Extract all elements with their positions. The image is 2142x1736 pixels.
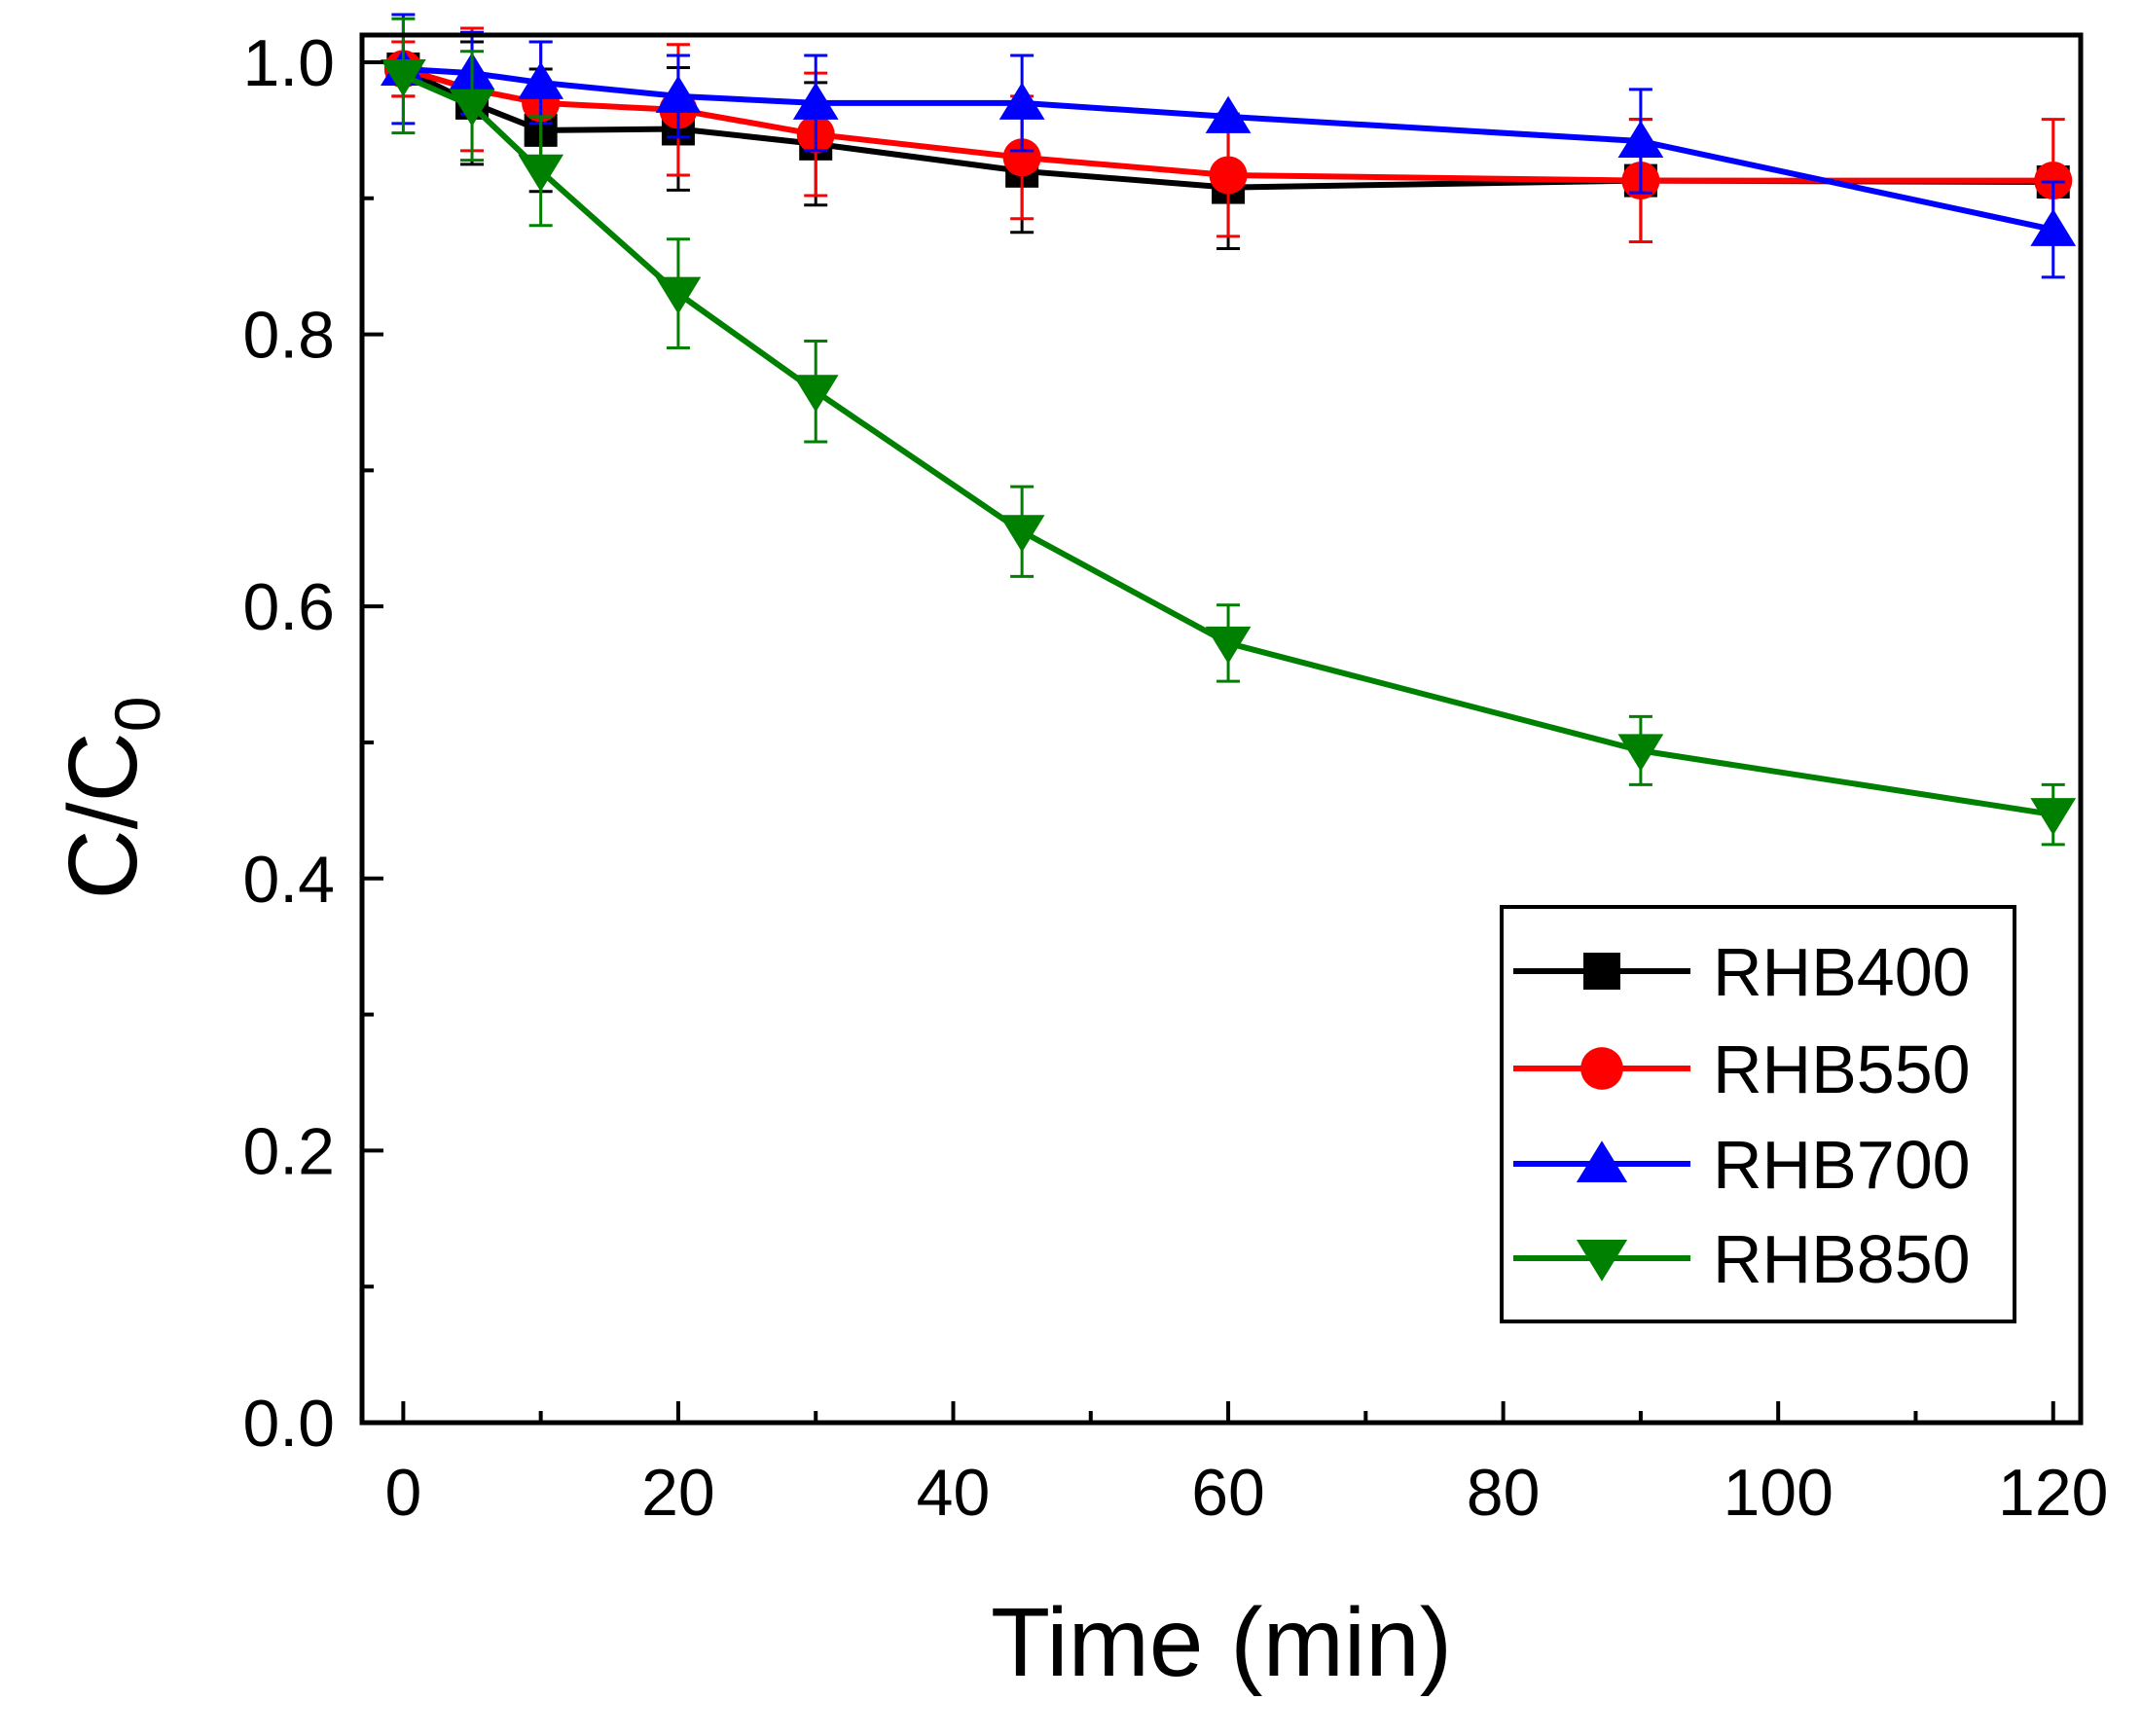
x-tick-label: 80 — [1467, 1456, 1541, 1530]
data-point-rhb700 — [1205, 95, 1252, 133]
data-point-rhb850 — [449, 89, 495, 127]
y-tick-label: 0.6 — [242, 570, 335, 644]
x-tick-label: 120 — [1998, 1456, 2108, 1530]
data-point-rhb700 — [2030, 208, 2077, 246]
y-tick-label: 0.0 — [242, 1387, 335, 1461]
data-point-rhb700 — [998, 82, 1045, 120]
legend-marker-rhb400 — [1583, 953, 1620, 990]
data-point-rhb700 — [1617, 120, 1664, 159]
legend-label-rhb700: RHB700 — [1713, 1127, 1971, 1203]
series-rhb850 — [381, 17, 2077, 847]
data-point-rhb850 — [998, 515, 1045, 553]
data-point-rhb850 — [1205, 626, 1252, 665]
y-axis-title-subscript: 0 — [101, 697, 173, 733]
y-axis-title-main: C/C — [49, 732, 158, 899]
data-point-rhb850 — [655, 276, 702, 314]
data-point-rhb850 — [381, 58, 426, 97]
x-tick-label: 100 — [1723, 1456, 1833, 1530]
data-point-rhb850 — [2030, 798, 2077, 836]
plot-frame — [359, 32, 2084, 1426]
x-tick-label: 20 — [641, 1456, 715, 1530]
legend-label-rhb850: RHB850 — [1713, 1221, 1971, 1297]
y-tick-label: 0.8 — [242, 299, 335, 373]
legend-marker-rhb850 — [1576, 1240, 1628, 1282]
data-point-rhb700 — [655, 75, 702, 113]
x-tick-label: 40 — [917, 1456, 991, 1530]
y-axis-title: C/C0 — [49, 697, 173, 900]
data-point-rhb850 — [518, 154, 564, 193]
legend-label-rhb400: RHB400 — [1713, 934, 1971, 1010]
data-point-rhb550 — [1002, 138, 1041, 177]
y-tick-label: 1.0 — [242, 26, 335, 100]
data-point-rhb850 — [1617, 734, 1664, 772]
axis-ticks: 0 20 40 60 80 100 120 0.0 0.2 0.4 0.6 0.8 1.0 — [242, 26, 2108, 1530]
data-point-rhb700 — [792, 82, 839, 120]
y-tick-label: 0.2 — [242, 1114, 335, 1188]
data-point-rhb850 — [792, 375, 839, 413]
legend-marker-rhb550 — [1580, 1047, 1623, 1090]
legend: RHB400 RHB550 RHB700 RHB850 — [1500, 905, 2016, 1323]
legend-label-rhb550: RHB550 — [1713, 1031, 1971, 1107]
x-tick-label: 0 — [384, 1456, 421, 1530]
series-rhb550 — [383, 26, 2073, 244]
data-point-rhb550 — [1209, 156, 1248, 195]
y-tick-label: 0.4 — [242, 843, 335, 917]
plot-content — [381, 13, 2077, 847]
data-point-rhb700 — [518, 61, 564, 99]
x-axis-title: Time (min) — [991, 1588, 1452, 1697]
legend-marker-rhb700 — [1576, 1140, 1628, 1182]
x-tick-label: 60 — [1191, 1456, 1265, 1530]
